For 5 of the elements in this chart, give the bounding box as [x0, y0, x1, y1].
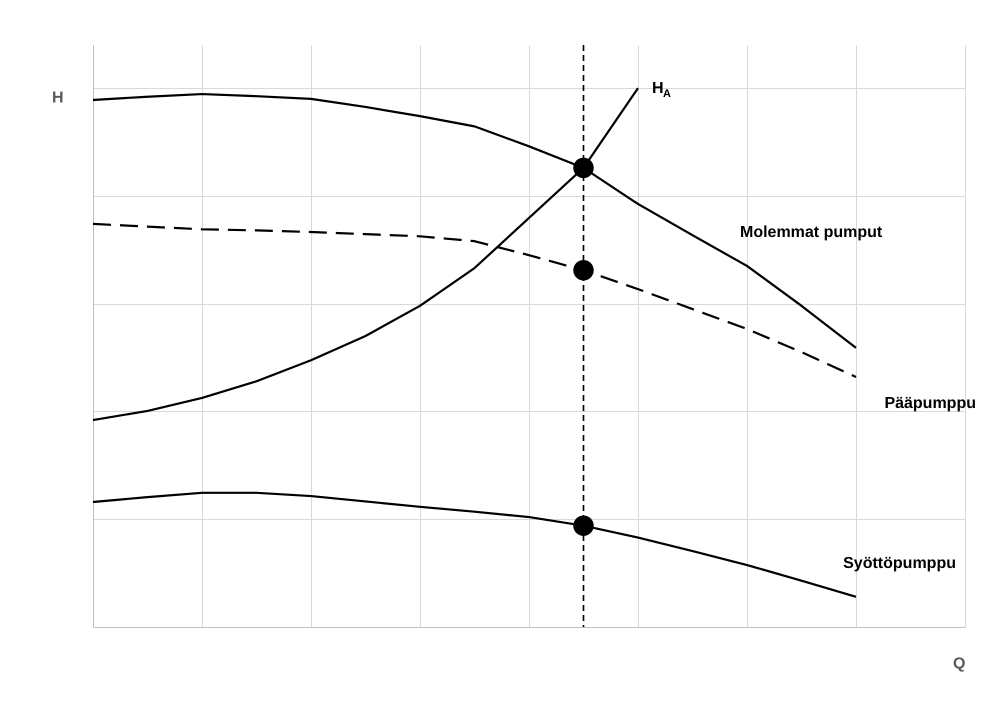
- x-axis-title: Q: [953, 656, 966, 672]
- series-label: Molemmat pumput: [740, 224, 883, 241]
- series-label: Syöttöpumppu: [843, 554, 956, 572]
- text: Pääpumppu: [884, 394, 976, 412]
- y-axis-title: H: [52, 90, 64, 106]
